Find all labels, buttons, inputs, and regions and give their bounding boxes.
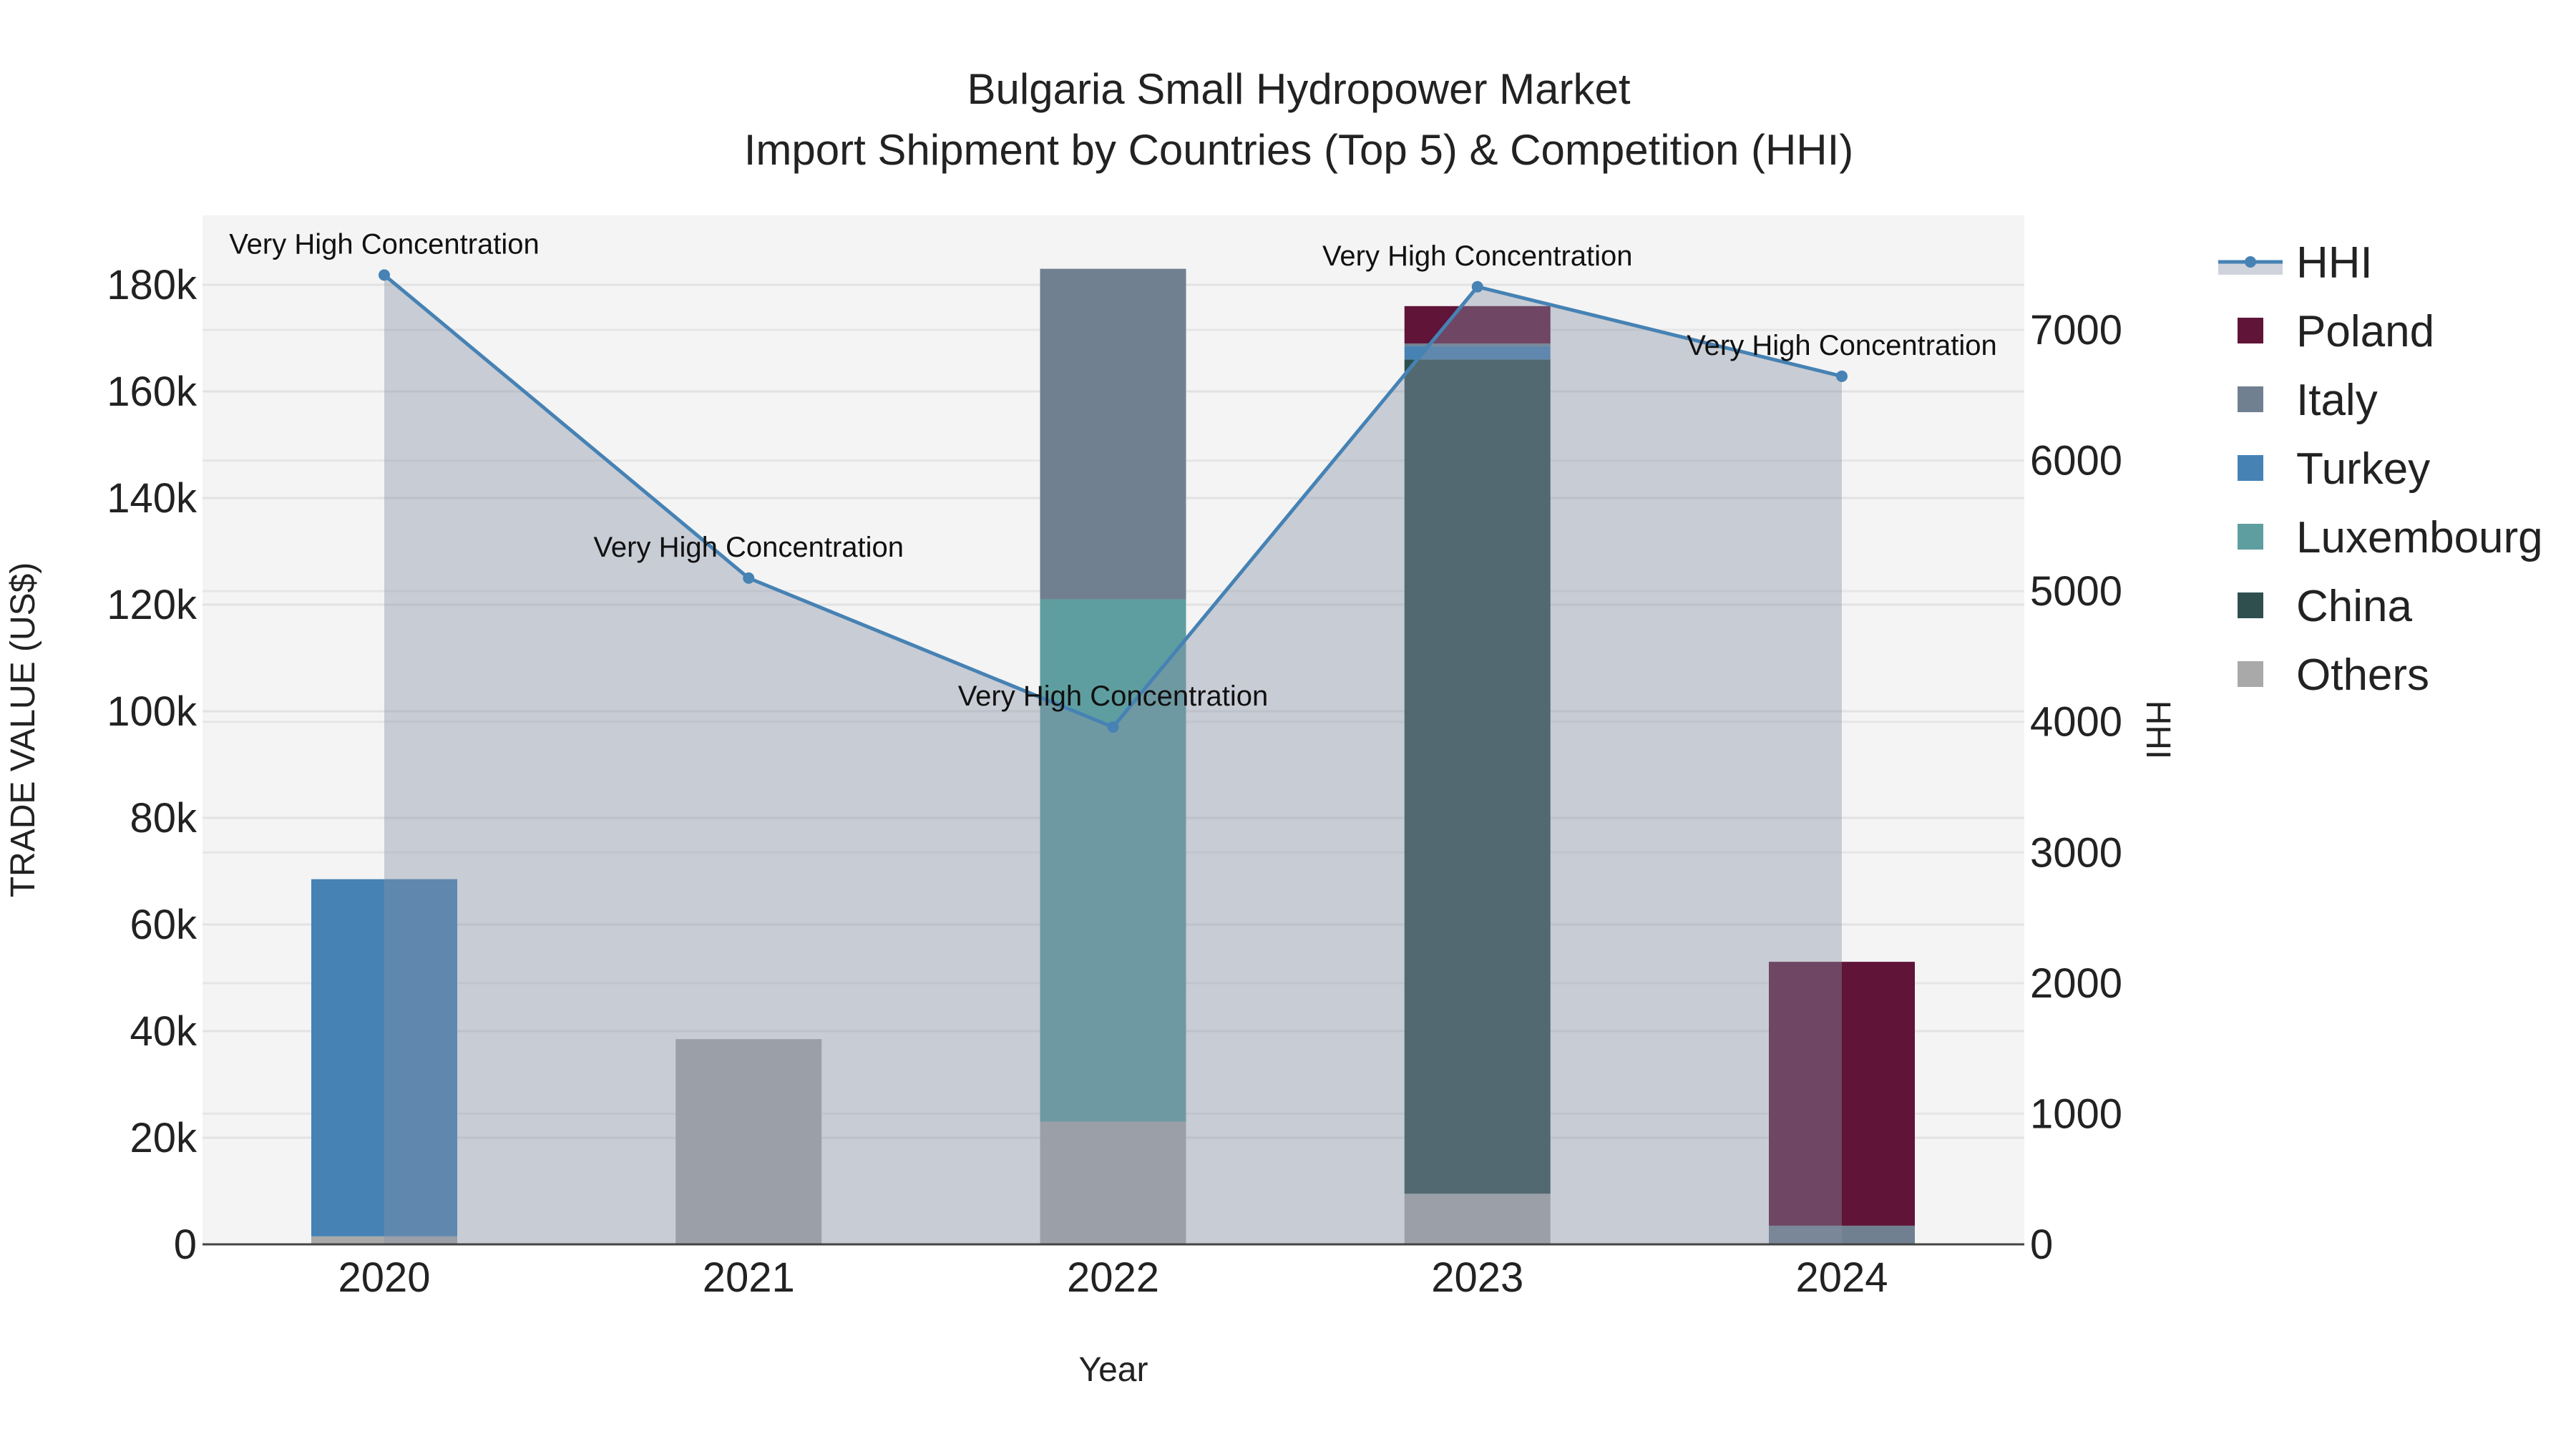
hhi-annotation: Very High Concentration bbox=[593, 532, 904, 563]
x-tick-label: 2024 bbox=[1795, 1254, 1888, 1301]
bar-others-2023 bbox=[1404, 1194, 1551, 1244]
bar-china-2023 bbox=[1404, 359, 1551, 1194]
y-tick-label: 0 bbox=[174, 1221, 197, 1268]
y-tick-label: 140k bbox=[107, 475, 197, 522]
legend-label: Poland bbox=[2296, 307, 2434, 356]
bar-luxembourg-2022 bbox=[1040, 599, 1186, 1122]
hhi-annotation: Very High Concentration bbox=[1322, 240, 1633, 272]
y2-tick-label: 4000 bbox=[2030, 699, 2122, 746]
hhi-point bbox=[743, 572, 755, 584]
hhi-point bbox=[1471, 280, 1483, 293]
legend-swatch-others bbox=[2238, 661, 2263, 687]
bar-italy-2024 bbox=[1769, 1225, 1915, 1244]
bar-turkey-2020 bbox=[311, 879, 457, 1236]
y2-tick-label: 2000 bbox=[2030, 960, 2122, 1007]
legend-label: HHI bbox=[2296, 238, 2373, 288]
bar-others-2020 bbox=[311, 1236, 457, 1244]
y2-tick-label: 1000 bbox=[2030, 1091, 2122, 1137]
y-tick-label: 60k bbox=[130, 902, 197, 948]
y-tick-label: 180k bbox=[107, 262, 197, 308]
bar-turkey-2023 bbox=[1404, 346, 1551, 360]
y2-tick-label: 6000 bbox=[2030, 438, 2122, 484]
legend-hhi-area-swatch bbox=[2218, 263, 2283, 275]
x-tick-label: 2022 bbox=[1067, 1254, 1159, 1301]
hhi-annotation: Very High Concentration bbox=[1687, 330, 1997, 361]
y-tick-label: 80k bbox=[130, 795, 197, 841]
hhi-annotation: Very High Concentration bbox=[229, 228, 540, 260]
x-tick-label: 2020 bbox=[338, 1254, 430, 1301]
legend-swatch-china bbox=[2238, 592, 2263, 618]
y-tick-label: 20k bbox=[130, 1115, 197, 1161]
bar-italy-2023 bbox=[1404, 343, 1551, 346]
legend-label: China bbox=[2296, 582, 2413, 631]
y-tick-label: 40k bbox=[130, 1008, 197, 1055]
bar-italy-2022 bbox=[1040, 268, 1186, 600]
legend: HHI Poland Italy Turkey Luxembourg China Other… bbox=[2218, 238, 2543, 700]
hhi-point bbox=[379, 269, 390, 281]
y2-tick-label: 5000 bbox=[2030, 568, 2122, 615]
hhi-annotation: Very High Concentration bbox=[958, 680, 1269, 712]
bar-poland-2024 bbox=[1769, 962, 1915, 1226]
y-tick-label: 160k bbox=[107, 369, 197, 415]
x-tick-label: 2023 bbox=[1431, 1254, 1523, 1301]
y2-tick-label: 0 bbox=[2030, 1221, 2053, 1268]
y2-tick-label: 3000 bbox=[2030, 829, 2122, 876]
hhi-point bbox=[1836, 370, 1848, 382]
bar-others-2022 bbox=[1040, 1121, 1186, 1244]
legend-swatch-luxembourg bbox=[2238, 524, 2263, 550]
bar-others-2021 bbox=[675, 1039, 822, 1244]
legend-swatch-italy bbox=[2238, 386, 2263, 412]
legend-label: Others bbox=[2296, 650, 2429, 700]
x-axis-title: Year bbox=[1079, 1351, 1148, 1389]
legend-label: Luxembourg bbox=[2296, 513, 2543, 562]
legend-label: Italy bbox=[2296, 376, 2378, 425]
legend-label: Turkey bbox=[2296, 444, 2430, 494]
y-tick-label: 120k bbox=[107, 582, 197, 628]
y2-axis-title: HHI bbox=[2139, 701, 2177, 760]
chart-subtitle: Import Shipment by Countries (Top 5) & C… bbox=[744, 126, 1854, 174]
bar-poland-2023 bbox=[1404, 306, 1551, 343]
y-axis-title: TRADE VALUE (US$) bbox=[4, 562, 42, 898]
y-tick-label: 100k bbox=[107, 688, 197, 735]
y2-tick-label: 7000 bbox=[2030, 307, 2122, 353]
x-tick-label: 2021 bbox=[703, 1254, 795, 1301]
hhi-area bbox=[384, 275, 1842, 1244]
legend-swatch-poland bbox=[2238, 318, 2263, 343]
legend-swatch-turkey bbox=[2238, 455, 2263, 481]
hhi-point bbox=[1107, 721, 1119, 733]
chart-title: Bulgaria Small Hydropower Market bbox=[967, 65, 1630, 113]
legend-hhi-marker bbox=[2245, 256, 2256, 268]
